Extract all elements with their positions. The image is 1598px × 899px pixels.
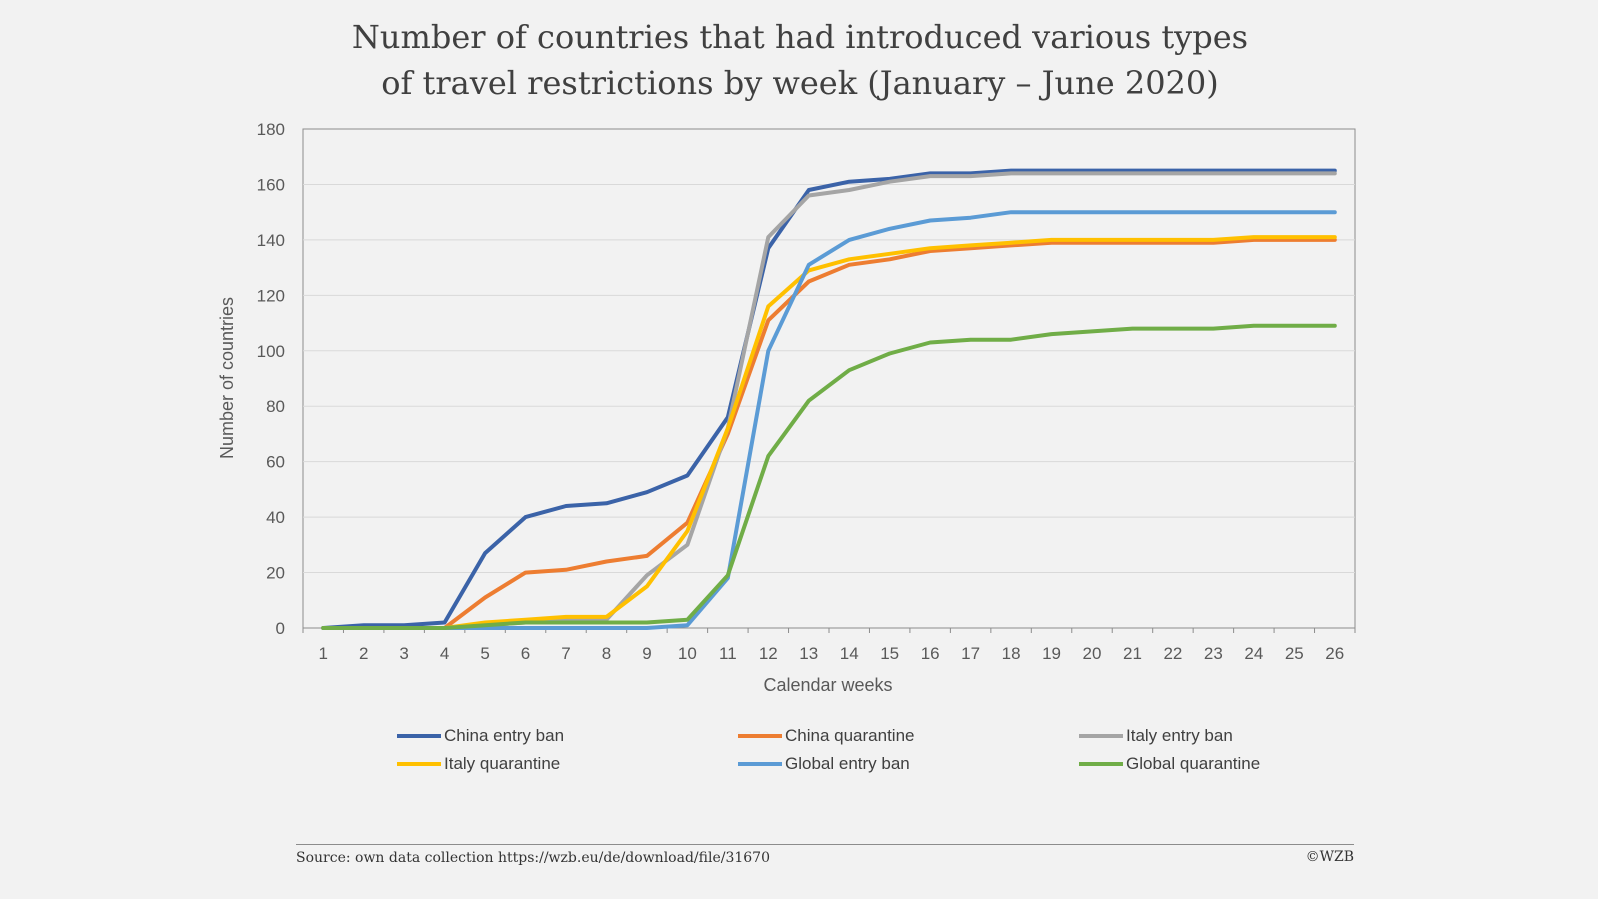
x-tick-label: 24 xyxy=(1244,644,1263,663)
plot-area xyxy=(302,128,1356,629)
legend-item: China entry ban xyxy=(397,726,564,745)
x-tick-label: 22 xyxy=(1163,644,1182,663)
legend-item: Global quarantine xyxy=(1079,754,1260,773)
series-line-china-entry-ban xyxy=(321,168,1337,630)
x-tick-label: 18 xyxy=(1002,644,1021,663)
x-tick-label: 16 xyxy=(921,644,940,663)
legend-label: Italy quarantine xyxy=(444,754,560,773)
y-tick-label: 100 xyxy=(257,342,285,361)
legend-label: Italy entry ban xyxy=(1126,726,1233,745)
y-tick-label: 180 xyxy=(257,120,285,139)
series-line-global-entry-ban xyxy=(321,210,1337,630)
x-tick-label: 12 xyxy=(759,644,778,663)
series-lines xyxy=(321,168,1337,630)
y-tick-label: 120 xyxy=(257,286,285,305)
x-tick-label: 4 xyxy=(440,644,449,663)
x-tick-label: 6 xyxy=(521,644,530,663)
x-tick-label: 26 xyxy=(1325,644,1344,663)
x-tick-label: 5 xyxy=(480,644,489,663)
x-axis-title: Calendar weeks xyxy=(763,675,892,695)
source-note: Source: own data collection https://wzb.… xyxy=(296,850,770,866)
series-line-china-quarantine xyxy=(321,237,1337,630)
chart-title: Number of countries that had introduced … xyxy=(250,14,1350,106)
legend-item: Global entry ban xyxy=(738,754,910,773)
chart-title-line-2: of travel restrictions by week (January … xyxy=(381,64,1219,102)
y-tick-label: 140 xyxy=(257,231,285,250)
x-tick-label: 14 xyxy=(840,644,859,663)
footer-divider xyxy=(296,844,1354,845)
legend-label: China quarantine xyxy=(785,726,914,745)
x-tick-label: 2 xyxy=(359,644,368,663)
legend-item: China quarantine xyxy=(738,726,914,745)
legend-label: Global quarantine xyxy=(1126,754,1260,773)
x-tick-label: 11 xyxy=(719,644,737,663)
x-tick-label: 25 xyxy=(1285,644,1304,663)
x-tick-label: 13 xyxy=(799,644,818,663)
x-tick-label: 1 xyxy=(318,644,327,663)
legend-item: Italy quarantine xyxy=(397,754,560,773)
copyright-mark: ©WZB xyxy=(1305,849,1354,865)
y-tick-label: 0 xyxy=(276,619,285,638)
x-tick-label: 19 xyxy=(1042,644,1061,663)
y-tick-label: 80 xyxy=(266,397,285,416)
y-axis-title: Number of countries xyxy=(217,297,237,459)
y-tick-label: 40 xyxy=(266,508,285,527)
x-tick-label: 7 xyxy=(561,644,570,663)
x-tick-label: 9 xyxy=(642,644,651,663)
x-tick-label: 15 xyxy=(880,644,899,663)
x-tick-label: 10 xyxy=(678,644,697,663)
legend-label: China entry ban xyxy=(444,726,564,745)
x-tick-label: 8 xyxy=(602,644,611,663)
y-tick-label: 160 xyxy=(257,175,285,194)
legend-item: Italy entry ban xyxy=(1079,726,1233,745)
x-axis-tick-labels: 1 2 3 4 5 6 7 8 9 10 11 12 13 14 15 16 17 18 19 20 21 22 23 24 2… xyxy=(302,628,1356,663)
chart-title-line-1: Number of countries that had introduced … xyxy=(351,18,1249,56)
x-tick-label: 21 xyxy=(1123,644,1142,663)
x-tick-label: 23 xyxy=(1204,644,1223,663)
series-line-italy-quarantine xyxy=(321,235,1337,630)
y-tick-label: 60 xyxy=(266,453,285,472)
x-tick-label: 3 xyxy=(399,644,408,663)
series-line-global-quarantine xyxy=(321,323,1337,630)
x-tick-label: 20 xyxy=(1083,644,1102,663)
legend-label: Global entry ban xyxy=(785,754,910,773)
x-tick-label: 17 xyxy=(961,644,980,663)
legend: China entry ban China quarantine Italy ent… xyxy=(397,726,1260,773)
y-axis-tick-labels: 0 20 40 60 80 100 120 140 160 180 xyxy=(257,120,285,638)
y-tick-label: 20 xyxy=(266,564,285,583)
